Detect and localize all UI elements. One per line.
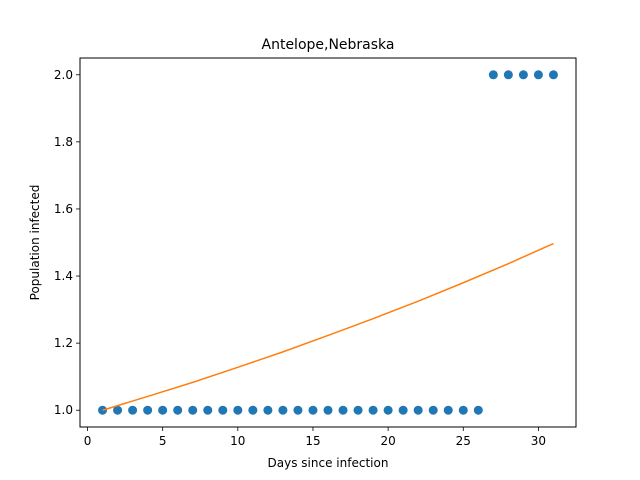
- data-point: [414, 406, 423, 415]
- data-point: [158, 406, 167, 415]
- data-point: [203, 406, 212, 415]
- data-point: [188, 406, 197, 415]
- data-point: [474, 406, 483, 415]
- x-tick-label: 30: [531, 434, 546, 448]
- x-axis-label: Days since infection: [268, 456, 389, 470]
- y-axis: 1.0 1.2 1.4 1.6 1.8 2.0: [54, 68, 80, 417]
- data-point: [248, 406, 257, 415]
- x-tick-label: 20: [380, 434, 395, 448]
- data-point: [444, 406, 453, 415]
- data-point: [384, 406, 393, 415]
- x-tick-label: 0: [84, 434, 92, 448]
- data-point: [519, 70, 528, 79]
- y-tick-label: 1.0: [54, 403, 73, 417]
- x-tick-label: 10: [230, 434, 245, 448]
- data-point: [218, 406, 227, 415]
- y-tick-label: 2.0: [54, 68, 73, 82]
- data-point: [354, 406, 363, 415]
- data-point: [233, 406, 242, 415]
- plot-area: [98, 70, 558, 414]
- data-point: [339, 406, 348, 415]
- data-point: [489, 70, 498, 79]
- chart-title: Antelope,Nebraska: [262, 37, 395, 53]
- y-tick-label: 1.2: [54, 336, 73, 350]
- data-point: [173, 406, 182, 415]
- y-tick-label: 1.8: [54, 135, 73, 149]
- data-point: [128, 406, 137, 415]
- data-point: [263, 406, 272, 415]
- data-point: [308, 406, 317, 415]
- x-tick-label: 5: [159, 434, 167, 448]
- data-point: [549, 70, 558, 79]
- y-axis-label: Population infected: [28, 185, 42, 301]
- data-point: [534, 70, 543, 79]
- data-point: [293, 406, 302, 415]
- data-point: [278, 406, 287, 415]
- data-point: [399, 406, 408, 415]
- x-tick-label: 15: [305, 434, 320, 448]
- x-axis: 0 5 10 15 20 25 30: [84, 427, 546, 448]
- axes-frame: [80, 58, 576, 427]
- y-tick-label: 1.6: [54, 202, 73, 216]
- trend-line: [103, 244, 554, 411]
- x-tick-label: 25: [456, 434, 471, 448]
- data-point: [504, 70, 513, 79]
- data-point: [429, 406, 438, 415]
- data-point: [143, 406, 152, 415]
- data-point: [459, 406, 468, 415]
- y-tick-label: 1.4: [54, 269, 73, 283]
- data-point: [369, 406, 378, 415]
- data-point: [324, 406, 333, 415]
